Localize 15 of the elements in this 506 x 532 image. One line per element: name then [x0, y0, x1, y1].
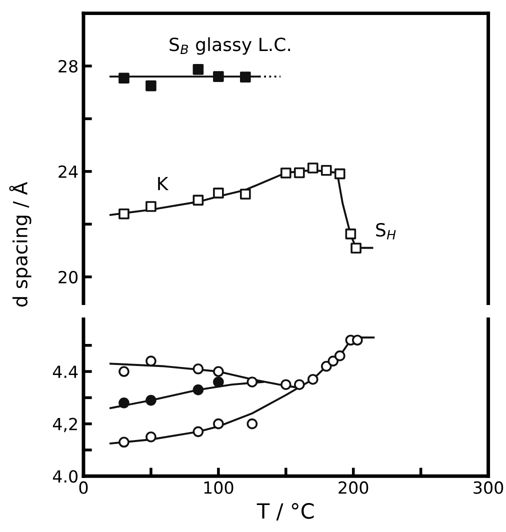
x-tick-label: 100: [204, 481, 234, 494]
y-tick-label: 24: [58, 165, 78, 178]
y-tick-label: 20: [58, 270, 78, 284]
y-tick-label: 4.0: [52, 470, 78, 483]
annotation: K: [158, 177, 169, 190]
y-tick-label: 28: [58, 60, 78, 73]
annotation: S$_{B}$ glassy L.C.: [170, 37, 290, 55]
x-axis-title: T / °C: [256, 503, 314, 520]
x-tick-label: 200: [338, 481, 368, 494]
y-axis-title: d spacing / Å: [9, 182, 32, 307]
annotation: S$_{H}$: [376, 223, 396, 240]
x-tick-label: 300: [474, 481, 504, 494]
y-tick-label: 4,2: [52, 418, 77, 432]
x-tick-label: 0: [79, 481, 88, 494]
y-tick-label: 4.4: [52, 366, 78, 378]
